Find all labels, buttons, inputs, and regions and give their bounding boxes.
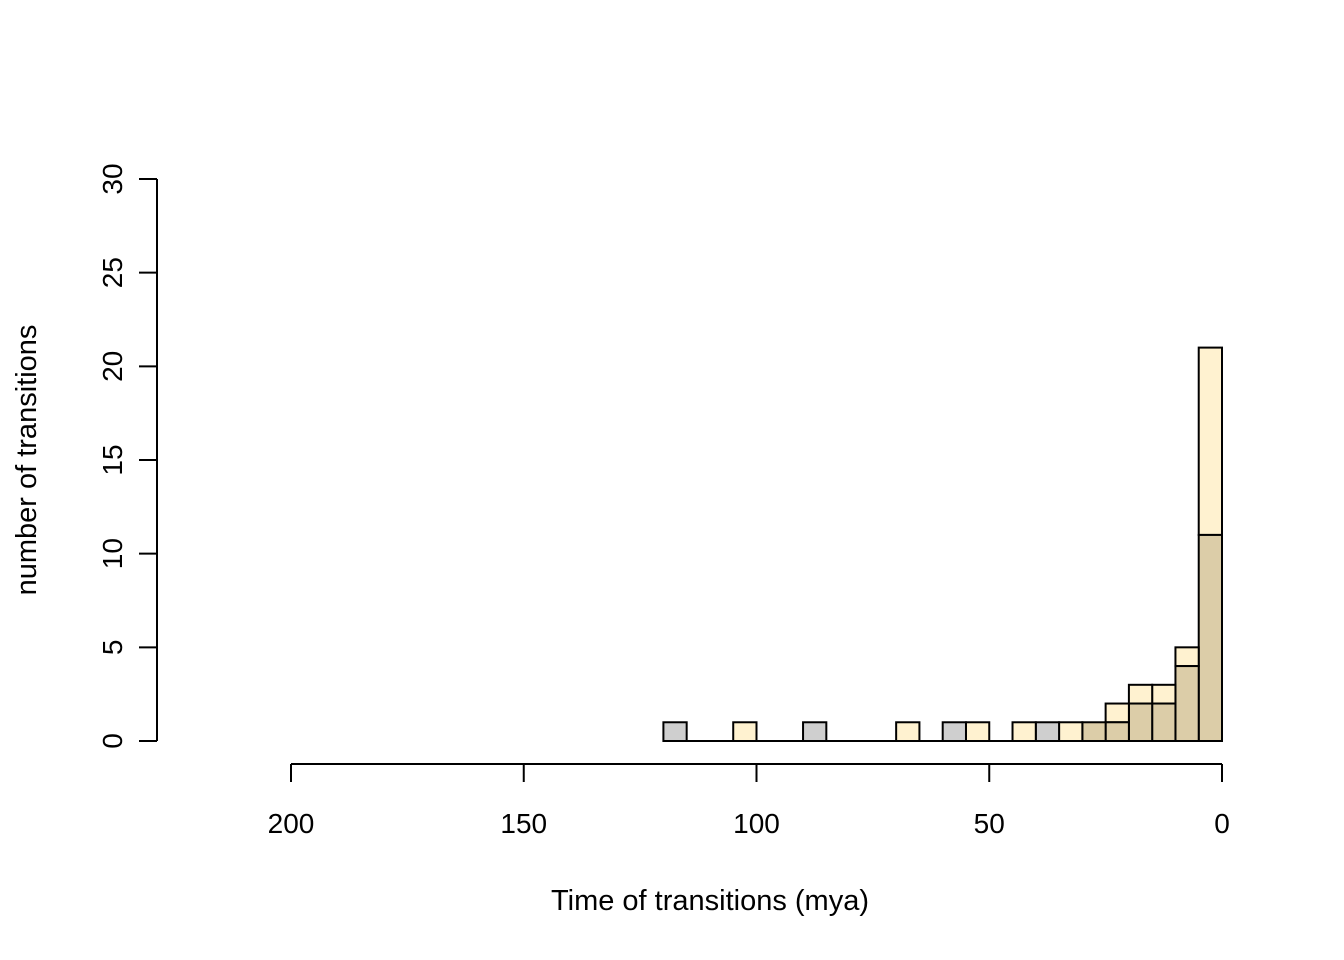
- histogram-bar: [1058, 721, 1084, 742]
- y-tick-label: 15: [97, 444, 128, 475]
- histogram-bar-overlap: [1174, 665, 1200, 742]
- histogram-bar-overlap: [1127, 702, 1154, 742]
- y-tick-label: 30: [97, 163, 128, 194]
- histogram-bar: [1104, 702, 1130, 724]
- y-tick-label: 10: [97, 538, 128, 569]
- histogram-bar-overlap: [1197, 533, 1223, 743]
- histogram-bar-overlap: [1081, 721, 1107, 742]
- x-tick-label: 0: [1214, 808, 1230, 839]
- x-tick-label: 100: [733, 808, 780, 839]
- histogram-bar: [662, 721, 688, 742]
- y-tick-label: 25: [97, 257, 128, 288]
- histogram-bar: [1034, 721, 1061, 742]
- histogram-bar: [802, 721, 828, 742]
- histogram-bar: [1151, 683, 1177, 705]
- histogram-bar: [895, 721, 921, 742]
- y-axis-title: number of transitions: [11, 325, 43, 596]
- histogram-bars: [662, 346, 1223, 743]
- histogram-bar: [1127, 683, 1154, 705]
- histogram-bar: [1197, 346, 1223, 536]
- histogram-bar: [1174, 646, 1200, 668]
- histogram-bar: [941, 721, 967, 742]
- y-tick-label: 20: [97, 351, 128, 382]
- histogram-bar: [1011, 721, 1037, 742]
- x-tick-label: 50: [974, 808, 1005, 839]
- histogram-bar: [964, 721, 991, 742]
- histogram-bar-overlap: [1104, 721, 1130, 742]
- histogram-bar: [732, 721, 758, 742]
- histogram-bar-overlap: [1151, 702, 1177, 742]
- y-tick-label: 0: [97, 733, 128, 749]
- x-axis-ticks: 200 150 100 50 0: [268, 764, 1230, 839]
- x-tick-label: 150: [500, 808, 547, 839]
- x-tick-label: 200: [268, 808, 315, 839]
- y-tick-label: 5: [97, 640, 128, 656]
- x-axis-title: Time of transitions (mya): [551, 885, 869, 917]
- y-axis-ticks: 0 5 10 15 20 25 30: [97, 163, 157, 749]
